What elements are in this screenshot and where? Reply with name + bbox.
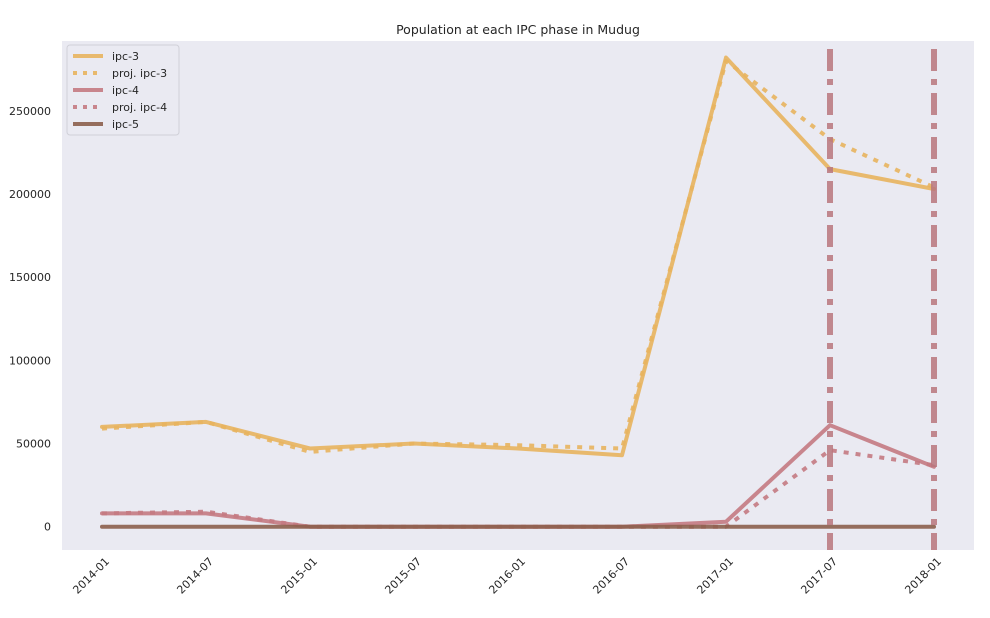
y-tick-label: 200000 <box>9 188 51 201</box>
y-axis-ticks: 0 50000 100000 150000 200000 250000 <box>9 105 51 534</box>
legend-label-ipc-3: ipc-3 <box>112 50 139 63</box>
x-tick-label: 2014-07 <box>174 555 216 597</box>
x-tick-label: 2017-01 <box>694 555 736 597</box>
x-tick-label: 2015-01 <box>278 555 320 597</box>
series-layer <box>100 55 936 529</box>
legend-label-proj-ipc-3: proj. ipc-3 <box>112 67 167 80</box>
y-tick-label: 250000 <box>9 105 51 118</box>
series-line-proj-ipc-4 <box>101 448 935 529</box>
x-tick-label: 2018-01 <box>902 555 944 597</box>
legend-label-ipc-4: ipc-4 <box>112 84 139 97</box>
chart-title: Population at each IPC phase in Mudug <box>396 22 640 37</box>
x-tick-label: 2015-07 <box>382 555 424 597</box>
legend: ipc-3 proj. ipc-3 ipc-4 proj. ipc-4 ipc-5 <box>66 44 180 136</box>
x-tick-label: 2016-07 <box>590 555 632 597</box>
x-tick-label: 2014-01 <box>70 555 112 597</box>
vertical-markers <box>827 49 937 550</box>
legend-label-ipc-5: ipc-5 <box>112 118 139 131</box>
y-tick-label: 50000 <box>16 438 51 451</box>
legend-box <box>66 44 180 136</box>
plot-background <box>62 41 974 550</box>
y-tick-label: 0 <box>44 521 51 534</box>
x-tick-label: 2016-01 <box>486 555 528 597</box>
x-axis-ticks: 2014-01 2014-07 2015-01 2015-07 2016-01 2016-… <box>70 555 944 597</box>
y-tick-label: 150000 <box>9 271 51 284</box>
x-tick-label: 2017-07 <box>798 555 840 597</box>
y-tick-label: 100000 <box>9 354 51 367</box>
series-line-ipc-3 <box>100 55 936 458</box>
legend-label-proj-ipc-4: proj. ipc-4 <box>112 101 167 114</box>
series-line-proj-ipc-3 <box>101 59 935 454</box>
